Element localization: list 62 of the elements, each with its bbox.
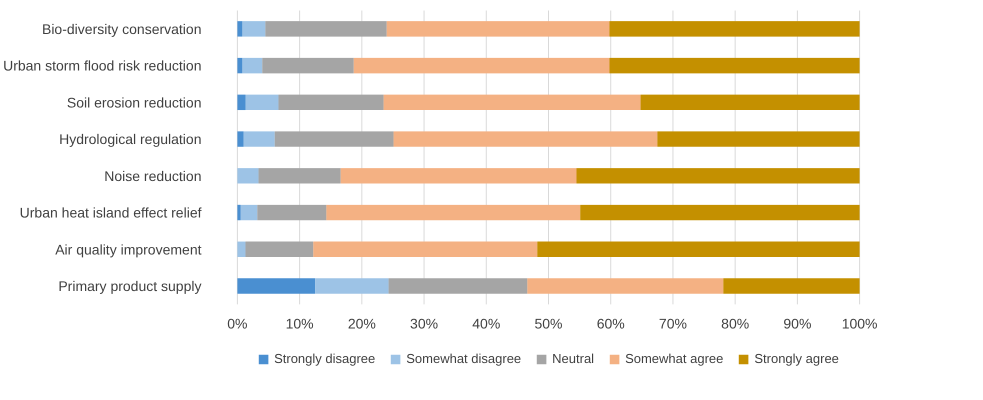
- y-tick-label: Primary product supply: [58, 278, 202, 294]
- bar: [237, 94, 246, 110]
- y-tick-label: Urban storm flood risk reduction: [3, 58, 202, 74]
- bar: [609, 21, 860, 37]
- x-tick-label: 20%: [348, 315, 376, 332]
- bar: [257, 204, 326, 220]
- y-tick-label: Bio-diversity conservation: [42, 20, 202, 37]
- legend-label: Somewhat agree: [625, 351, 724, 366]
- x-tick-label: 10%: [286, 315, 314, 332]
- bar: [242, 21, 266, 37]
- bar: [242, 58, 262, 74]
- bar: [237, 204, 240, 220]
- bar: [580, 204, 860, 220]
- bar: [657, 131, 860, 147]
- bar: [640, 94, 860, 110]
- bar: [265, 21, 387, 37]
- bar: [384, 94, 641, 110]
- bar: [388, 278, 528, 294]
- bar: [237, 58, 242, 74]
- bar: [245, 242, 314, 257]
- bar: [237, 278, 316, 294]
- x-tick-label: 60%: [596, 315, 625, 332]
- bar: [527, 278, 724, 294]
- bar: [262, 58, 354, 74]
- x-tick-label: 50%: [534, 315, 563, 332]
- x-tick-label: 70%: [658, 315, 687, 332]
- legend-label: Strongly agree: [754, 351, 839, 366]
- bar: [237, 168, 259, 184]
- bar: [354, 58, 610, 74]
- legend-label: Somewhat disagree: [406, 351, 522, 366]
- bar: [258, 168, 341, 184]
- bar: [537, 242, 860, 257]
- x-tick-label: 100%: [842, 315, 878, 332]
- bar: [326, 204, 580, 220]
- y-tick-label: Air quality improvement: [55, 241, 202, 258]
- bar: [315, 278, 389, 294]
- x-tick-label: 40%: [472, 315, 500, 332]
- bar: [278, 94, 384, 110]
- bar: [723, 278, 860, 294]
- bar: [244, 131, 275, 147]
- y-tick-label: Hydrological regulation: [59, 131, 202, 148]
- bar: [386, 21, 610, 37]
- bar: [237, 131, 244, 147]
- legend-label: Neutral: [552, 351, 594, 366]
- bar: [576, 168, 860, 184]
- x-tick-label: 30%: [410, 315, 438, 332]
- bar: [313, 242, 538, 257]
- bar: [240, 204, 258, 220]
- x-tick-label: 90%: [783, 315, 812, 332]
- x-tick-label: 0%: [227, 315, 248, 332]
- y-tick-label: Soil erosion reduction: [66, 94, 202, 110]
- bar: [340, 168, 576, 184]
- bar: [274, 131, 394, 147]
- bar: [245, 94, 278, 110]
- bar: [609, 58, 860, 74]
- x-tick-label: 80%: [721, 315, 750, 332]
- legend-label: Strongly disagree: [274, 351, 376, 366]
- y-tick-label: Noise reduction: [104, 168, 202, 184]
- y-tick-label: Urban heat island effect relief: [20, 204, 202, 221]
- bar: [394, 131, 658, 147]
- bar: [237, 21, 242, 37]
- bar: [237, 242, 246, 257]
